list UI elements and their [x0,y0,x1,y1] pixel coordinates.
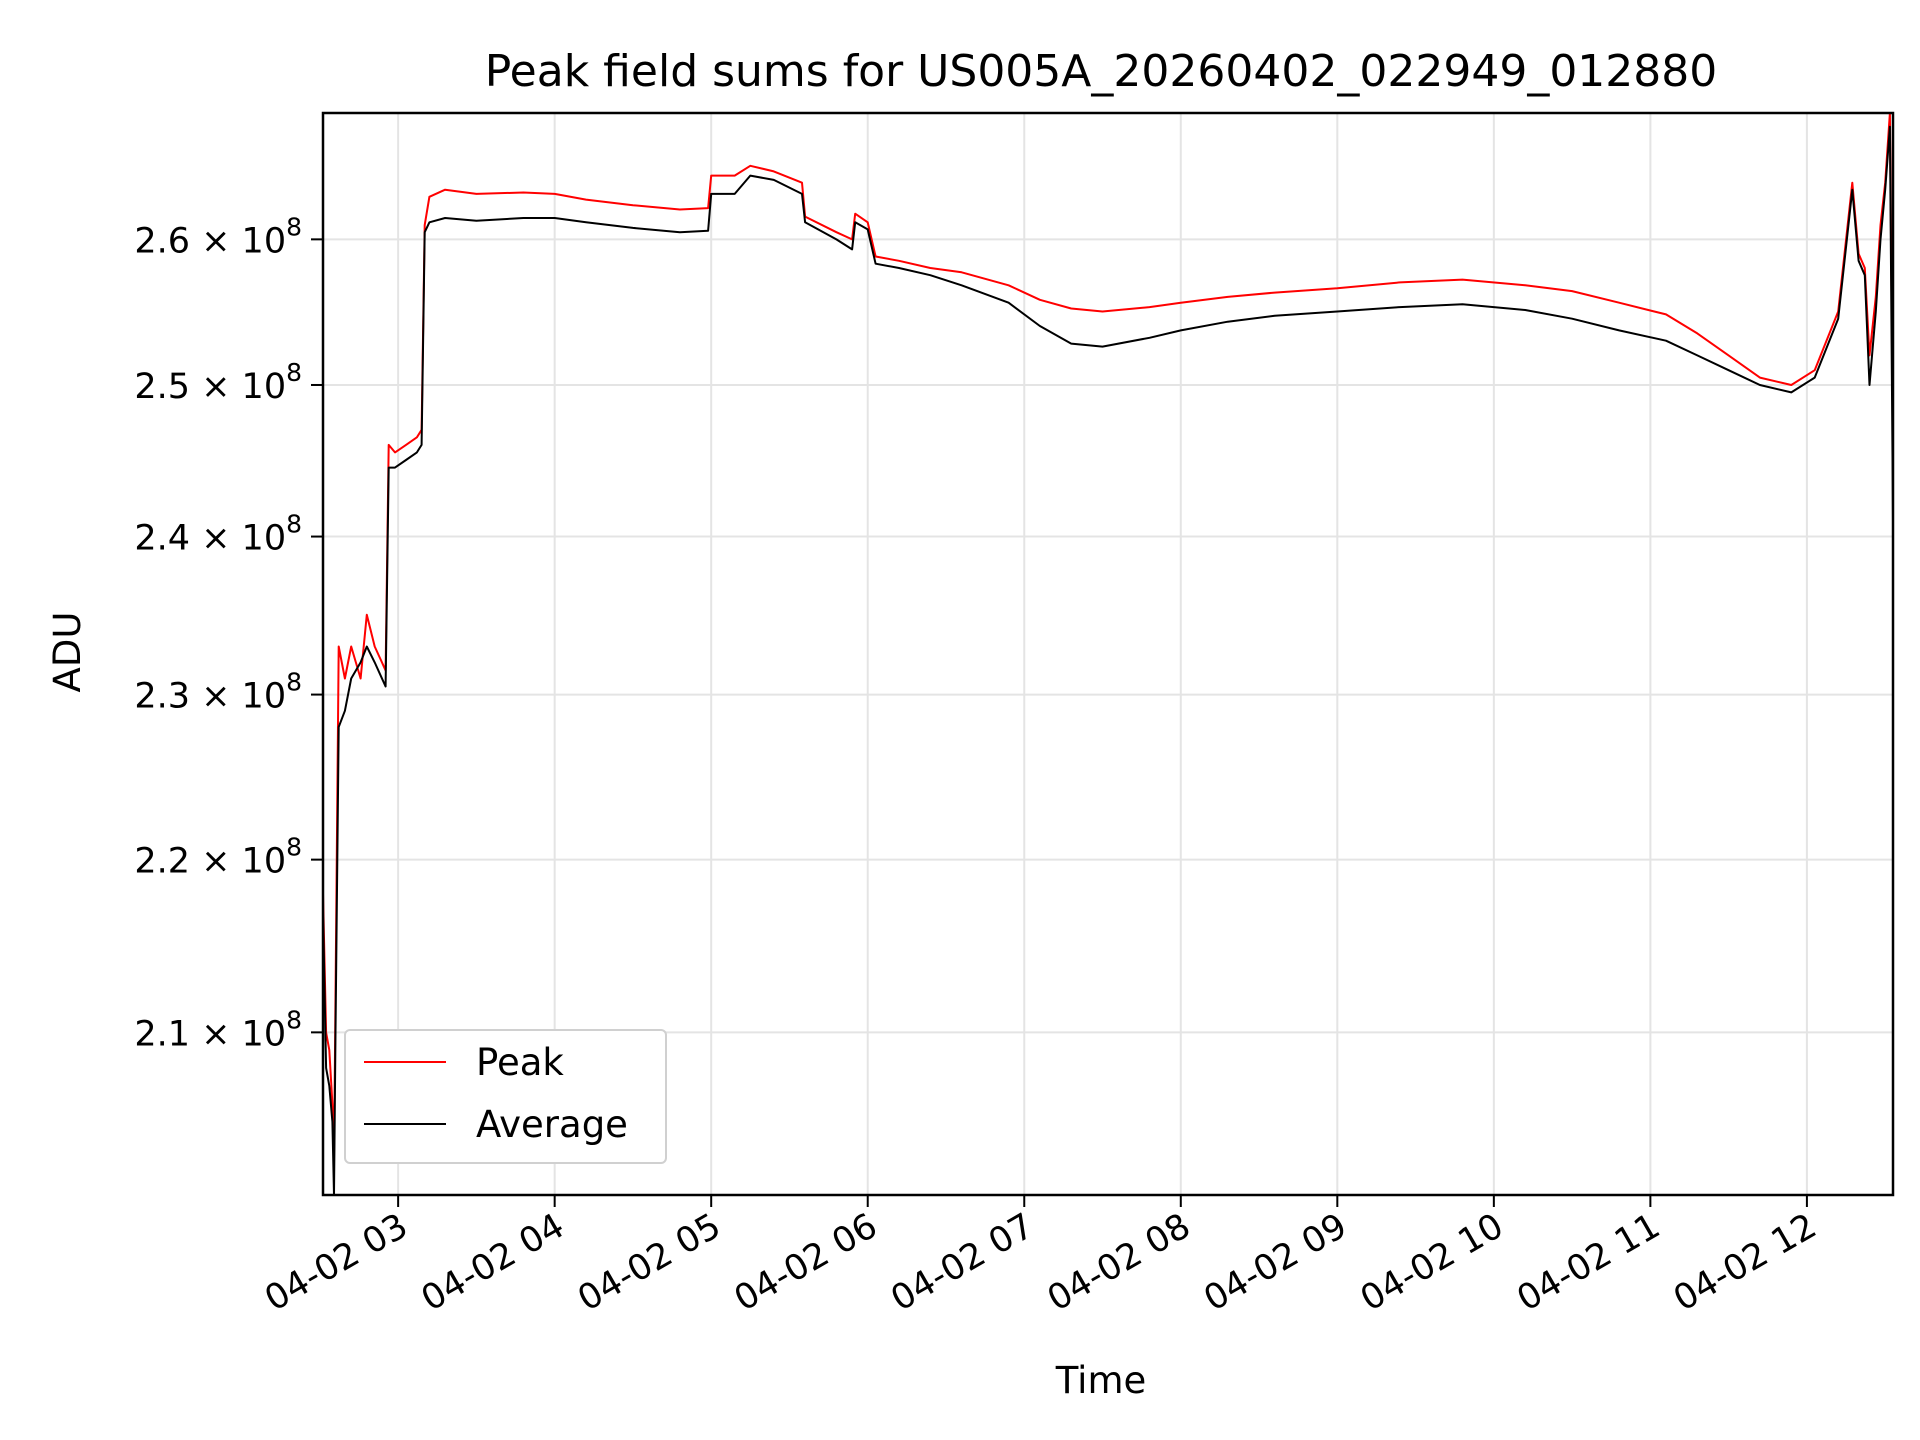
series-line-peak [322,112,1894,1160]
legend-label-peak: Peak [476,1040,564,1084]
plot-frame [321,111,1895,1197]
legend-item-peak: Peak [364,1040,564,1084]
y-tick-label: 2.4 × 108 [134,510,302,559]
y-tick-label: 2.6 × 108 [134,212,302,261]
series-lines [322,112,1894,1196]
series-line-average [322,125,1894,1196]
y-tick-label: 2.5 × 108 [134,358,302,407]
chart-title: Peak field sums for US005A_20260402_0229… [485,46,1718,97]
y-tick-label: 2.2 × 108 [134,833,302,882]
legend: Peak Average [344,1029,667,1164]
grid [323,113,1893,1195]
legend-swatch-peak [364,1061,446,1063]
x-axis-label: Time [1055,1359,1147,1402]
y-axis-label: ADU [46,612,89,693]
legend-item-average: Average [364,1102,628,1146]
y-tick-label: 2.3 × 108 [134,668,302,717]
legend-swatch-average [364,1123,446,1125]
legend-label-average: Average [476,1102,628,1146]
y-tick-label: 2.1 × 108 [134,1005,302,1054]
